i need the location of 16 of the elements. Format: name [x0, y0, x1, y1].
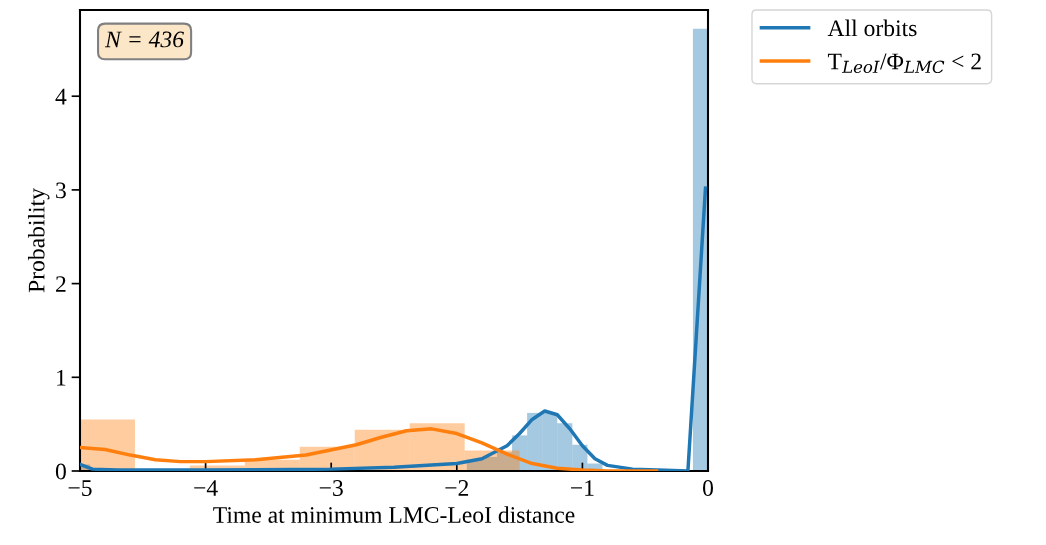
y-tick-label: 2 — [56, 276, 66, 292]
legend-label: All orbits — [827, 19, 917, 37]
y-tick-label: 4 — [55, 88, 67, 105]
x-axis-title: Time at minimum LMC-LeoI distance — [213, 506, 575, 523]
y-tick-label: 3 — [56, 182, 66, 199]
legend-label: T$_{LeoI}$/Φ$_{LMC}$ < 2 — [827, 53, 981, 74]
x-tick-label: 0 — [703, 480, 713, 496]
y-axis-title: Probability — [27, 188, 50, 293]
x-tick-label: −4 — [194, 480, 218, 496]
x-tick-label: −2 — [445, 480, 469, 496]
x-tick-label: −1 — [571, 480, 594, 496]
x-tick-label: −5 — [68, 480, 92, 496]
y-tick-label: 1 — [57, 369, 66, 386]
y-tick-label: 0 — [55, 463, 66, 480]
annotation: N = 436 — [104, 31, 184, 48]
x-tick-label: −3 — [319, 480, 343, 496]
